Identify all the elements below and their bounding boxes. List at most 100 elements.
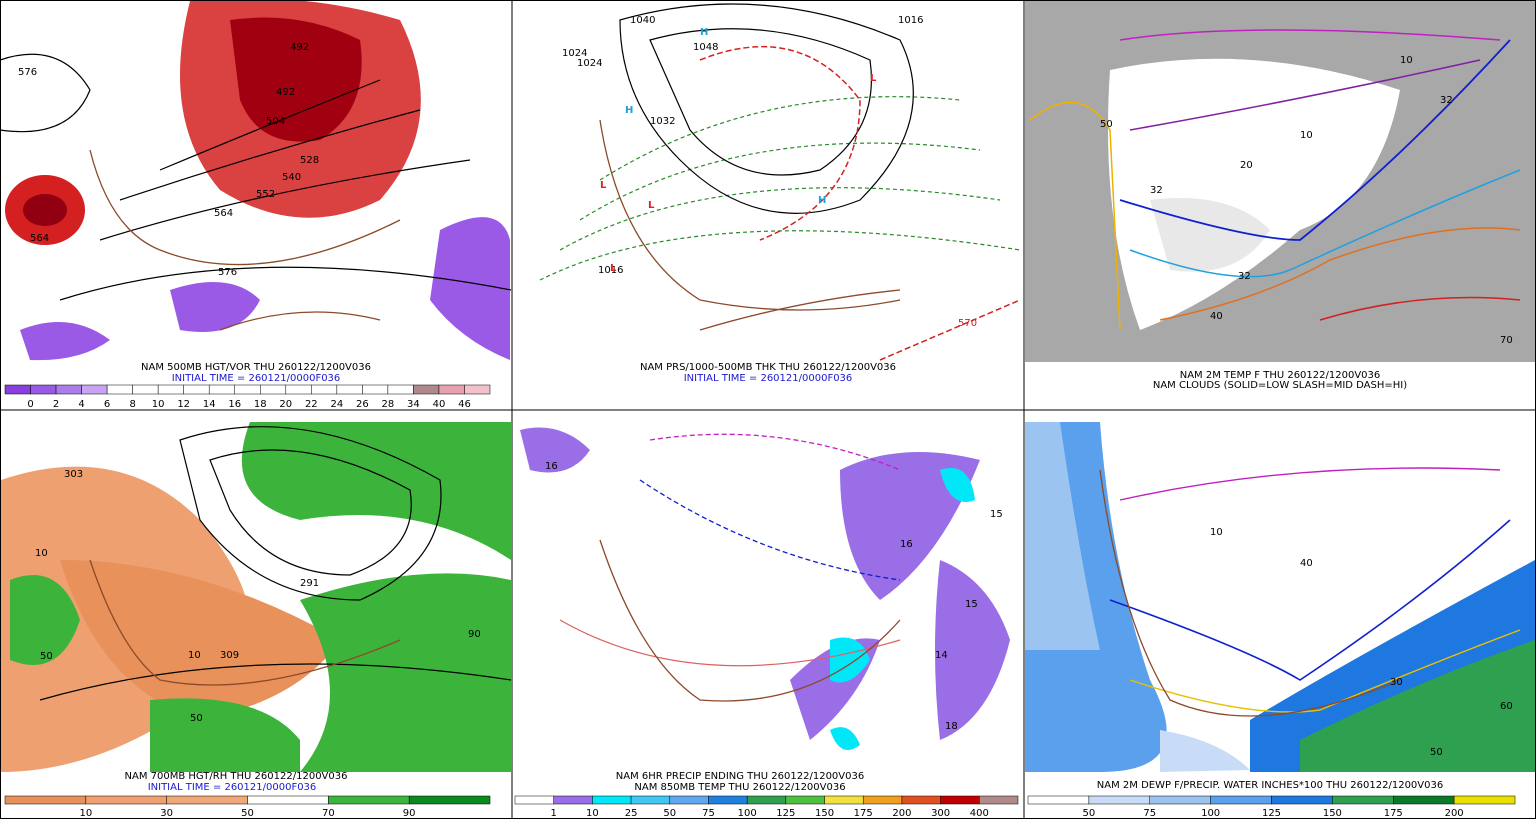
contour-label: 303: [64, 469, 83, 480]
colorbar-swatch: [746, 795, 787, 805]
colorbar-swatch: [862, 795, 903, 805]
colorbar-swatch: [979, 795, 1019, 805]
colorbar-swatch: [285, 384, 312, 395]
colorbar-swatch: [85, 795, 167, 805]
colorbar-label: 16: [228, 399, 241, 410]
contour-label: 10: [1400, 55, 1413, 66]
contour-label: 576: [18, 67, 37, 78]
contour-label: 291: [300, 578, 319, 589]
colorbar-label: 40: [433, 399, 446, 410]
colorbar-swatch: [311, 384, 338, 395]
high-marker: H: [700, 27, 708, 38]
colorbar-swatch: [166, 795, 248, 805]
colorbar-label: 75: [1143, 808, 1156, 819]
colorbar-label: 10: [586, 808, 599, 819]
colorbar-label: 50: [241, 808, 254, 819]
contour-label: 10: [1210, 527, 1223, 538]
colorbar-swatch: [55, 384, 82, 395]
colorbar-label: 6: [104, 399, 110, 410]
caption: NAM 6HR PRECIP ENDING THU 260122/1200V03…: [616, 771, 864, 782]
contour-label: 16: [545, 461, 558, 472]
contour-label: 564: [30, 233, 49, 244]
colorbar-swatch: [208, 384, 235, 395]
colorbar-label: 1: [551, 808, 557, 819]
contour-label: 1048: [693, 42, 718, 53]
contour-label: 1040: [630, 15, 655, 26]
colorbar-label: 0: [27, 399, 33, 410]
colorbar-label: 10: [152, 399, 165, 410]
caption: NAM 2M TEMP F THU 260122/1200V036: [1180, 370, 1381, 381]
colorbar-swatch: [183, 384, 210, 395]
contour-label: 32: [1440, 95, 1453, 106]
contour-label: 15: [965, 599, 978, 610]
low-marker: L: [870, 73, 877, 84]
colorbar-swatch: [1453, 795, 1516, 805]
contour-label: 20: [1240, 160, 1253, 171]
colorbar-label: 300: [931, 808, 950, 819]
colorbar-swatch: [1393, 795, 1455, 805]
colorbar-label: 100: [1201, 808, 1220, 819]
caption: NAM 500MB HGT/VOR THU 260122/1200V036: [141, 362, 371, 373]
colorbar-label: 70: [322, 808, 335, 819]
contour-label: 50: [190, 713, 203, 724]
colorbar-swatch: [630, 795, 671, 805]
colorbar-label: 150: [815, 808, 834, 819]
contour-label: 552: [256, 189, 275, 200]
contour-label: 10: [35, 548, 48, 559]
contour-label: 40: [1300, 558, 1313, 569]
colorbar-label: 50: [1083, 808, 1096, 819]
colorbar-label: 14: [203, 399, 216, 410]
contour-label: 32: [1150, 185, 1163, 196]
colorbar-label: 34: [407, 399, 420, 410]
colorbar-label: 4: [78, 399, 84, 410]
colorbar-swatch: [336, 384, 363, 395]
colorbar-swatch: [1149, 795, 1211, 805]
caption: INITIAL TIME = 260121/0000F036: [684, 373, 853, 384]
colorbar-label: 175: [1384, 808, 1403, 819]
colorbar-label: 200: [1445, 808, 1464, 819]
low-marker: L: [648, 200, 655, 211]
contour-label: 564: [214, 208, 233, 219]
contour-label: 40: [1210, 311, 1223, 322]
colorbar-swatch: [106, 384, 133, 395]
colorbar-swatch: [708, 795, 748, 805]
contour-label: 30: [1390, 677, 1403, 688]
colorbar-swatch: [1088, 795, 1150, 805]
colorbar-label: 200: [892, 808, 911, 819]
colorbar-swatch: [940, 795, 980, 805]
contour-label: 1024: [577, 58, 602, 69]
colorbar-swatch: [4, 795, 87, 805]
contour-label: 16: [900, 539, 913, 550]
contour-label: 90: [468, 629, 481, 640]
contour-label: 32: [1238, 271, 1251, 282]
caption: INITIAL TIME = 260121/0000F036: [172, 373, 341, 384]
contour-label: 10: [1300, 130, 1313, 141]
contour-label: 70: [1500, 335, 1513, 346]
colorbar-swatch: [157, 384, 184, 395]
contour-label: 50: [1100, 119, 1113, 130]
caption: NAM 2M DEWP F/PRECIP. WATER INCHES*100 T…: [1097, 780, 1443, 791]
colorbar-swatch: [260, 384, 287, 395]
contour-label: 50: [40, 651, 53, 662]
colorbar-label: 400: [970, 808, 989, 819]
map-700mb: 303 10 50 90 10 50 291 309: [1, 422, 512, 772]
colorbar-label: 10: [79, 808, 92, 819]
colorbar-label: 2: [53, 399, 59, 410]
caption: NAM PRS/1000-500MB THK THU 260122/1200V0…: [640, 362, 896, 373]
low-marker: L: [610, 263, 617, 274]
contour-label: 576: [218, 267, 237, 278]
contour-label: 14: [935, 650, 948, 661]
colorbar-label: 8: [129, 399, 135, 410]
colorbar-swatch: [81, 384, 108, 395]
colorbar-label: 24: [330, 399, 343, 410]
map-500mb: 492 492 504 528 540 552 564 564 576 576: [0, 0, 512, 362]
colorbar-label: 12: [177, 399, 190, 410]
colorbar-label: 50: [663, 808, 676, 819]
contour-label: 50: [1430, 747, 1443, 758]
colorbar-swatch: [234, 384, 261, 395]
contour-label: 60: [1500, 701, 1513, 712]
colorbar-swatch: [1027, 795, 1090, 805]
colorbar-swatch: [1271, 795, 1333, 805]
low-marker: L: [600, 180, 607, 191]
